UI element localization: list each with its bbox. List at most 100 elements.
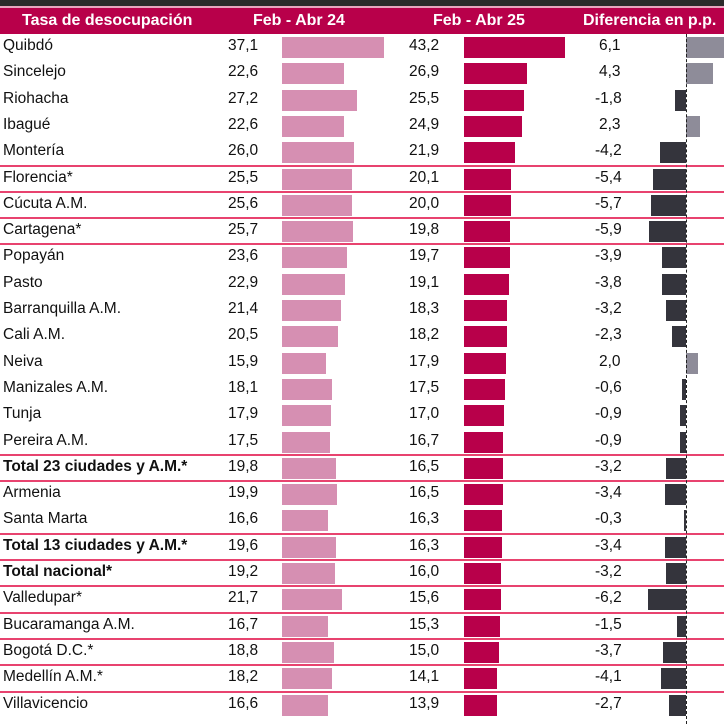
value-difference: 4,3 <box>599 63 621 81</box>
bar-difference-negative <box>647 589 686 611</box>
value-2024: 19,6 <box>228 536 259 554</box>
bar-difference-positive <box>686 352 699 374</box>
row-separator <box>0 480 724 483</box>
bar-difference-negative <box>659 142 686 164</box>
row-separator <box>0 190 724 193</box>
bar-2025 <box>464 510 503 532</box>
bar-2025 <box>464 536 503 558</box>
bar-2025 <box>464 641 500 663</box>
table-row: Pereira A.M. 17,5 16,7 -0,9 <box>0 429 724 455</box>
bar-difference-negative <box>652 168 686 190</box>
bar-2024 <box>282 63 345 85</box>
city-label: Pereira A.M. <box>3 431 89 449</box>
row-separator <box>0 690 724 693</box>
value-difference: -1,8 <box>595 89 622 107</box>
value-2025: 20,0 <box>409 194 440 212</box>
value-2025: 15,6 <box>409 589 440 607</box>
row-separator <box>0 611 724 614</box>
bar-2024 <box>282 247 347 269</box>
value-2024: 16,6 <box>228 510 259 528</box>
bar-2025 <box>464 457 503 479</box>
value-difference: -3,2 <box>595 563 622 580</box>
city-label: Manizales A.M. <box>3 378 109 396</box>
table-row: Bucaramanga A.M. 16,7 15,3 -1,5 <box>0 613 724 639</box>
value-difference: -2,3 <box>595 326 622 344</box>
value-difference: -3,4 <box>595 536 622 554</box>
table-row: Tunja 17,9 17,0 -0,9 <box>0 402 724 428</box>
value-2024: 16,7 <box>228 615 259 633</box>
bar-difference-negative <box>649 221 686 243</box>
value-2024: 22,6 <box>228 115 259 133</box>
value-2025: 16,7 <box>409 431 440 449</box>
bar-difference-negative <box>666 300 686 321</box>
value-2024: 18,1 <box>228 378 259 396</box>
row-separator <box>0 559 724 561</box>
city-label: Bucaramanga A.M. <box>3 615 135 633</box>
value-2024: 15,9 <box>228 352 259 370</box>
table-row: Neiva 15,9 17,9 2,0 <box>0 350 724 376</box>
bar-2025 <box>464 115 523 137</box>
bar-difference-negative <box>664 484 686 506</box>
value-2024: 21,7 <box>228 589 259 607</box>
value-2024: 19,9 <box>228 484 259 502</box>
city-label: Barranquilla A.M. <box>3 300 122 317</box>
value-difference: -2,7 <box>595 694 622 712</box>
bar-2025 <box>464 63 527 85</box>
value-difference: 6,1 <box>599 37 621 54</box>
value-2025: 19,8 <box>409 221 440 239</box>
value-difference: -4,1 <box>595 668 622 686</box>
city-label: Armenia <box>3 484 61 502</box>
value-2025: 17,0 <box>409 405 440 423</box>
value-2024: 17,9 <box>228 405 259 423</box>
value-difference: -5,9 <box>595 221 622 239</box>
bar-2024 <box>282 405 332 427</box>
city-label: Quibdó <box>3 37 53 54</box>
bar-2025 <box>464 563 502 584</box>
city-label: Montería <box>3 142 65 160</box>
value-2025: 17,5 <box>409 378 440 396</box>
value-2025: 16,3 <box>409 510 440 528</box>
bar-2025 <box>464 300 507 321</box>
bar-difference-negative <box>666 563 686 584</box>
bar-2024 <box>282 641 334 663</box>
table-row: Cali A.M. 20,5 18,2 -2,3 <box>0 323 724 349</box>
bar-2024 <box>282 352 326 374</box>
row-separator <box>0 585 724 588</box>
value-2024: 25,5 <box>228 168 259 186</box>
bar-2024 <box>282 484 337 506</box>
table-row: Total 13 ciudades y A.M.* 19,6 16,3 -3,4 <box>0 534 724 560</box>
table-header: Tasa de desocupación Feb - Abr 24 Feb - … <box>0 8 724 34</box>
table-row: Villavicencio 16,6 13,9 -2,7 <box>0 692 724 718</box>
table-row: Manizales A.M. 18,1 17,5 -0,6 <box>0 376 724 402</box>
city-label: Pasto <box>3 273 43 291</box>
value-2024: 37,1 <box>228 37 259 54</box>
bar-2025 <box>464 273 509 295</box>
bar-difference-negative <box>680 405 686 427</box>
city-label: Medellín A.M.* <box>3 668 103 686</box>
bar-difference-positive <box>686 63 713 85</box>
city-label: Villavicencio <box>3 694 89 712</box>
city-label: Cúcuta A.M. <box>3 194 88 212</box>
value-2025: 19,7 <box>409 247 440 265</box>
value-2025: 16,5 <box>409 484 440 502</box>
bar-difference-negative <box>684 510 686 532</box>
city-label: Cartagena* <box>3 221 82 239</box>
table-row: Montería 26,0 21,9 -4,2 <box>0 139 724 165</box>
bar-difference-positive <box>686 115 701 137</box>
value-2024: 25,6 <box>228 194 259 212</box>
value-difference: 2,3 <box>599 115 621 133</box>
bar-2025 <box>464 168 512 190</box>
bar-2024 <box>282 457 337 479</box>
header-period-2024: Feb - Abr 24 <box>253 12 345 29</box>
header-difference: Diferencia en p.p. <box>583 12 717 29</box>
city-label: Popayán <box>3 247 65 265</box>
header-indicator: Tasa de desocupación <box>22 12 193 29</box>
value-difference: -5,4 <box>595 168 622 186</box>
value-difference: 2,0 <box>599 352 621 370</box>
table-row: Quibdó 37,1 43,2 6,1 <box>0 34 724 60</box>
bar-2024 <box>282 115 345 137</box>
value-2024: 26,0 <box>228 142 259 160</box>
row-separator <box>0 164 724 167</box>
bar-2024 <box>282 589 342 611</box>
bar-2024 <box>282 194 353 216</box>
